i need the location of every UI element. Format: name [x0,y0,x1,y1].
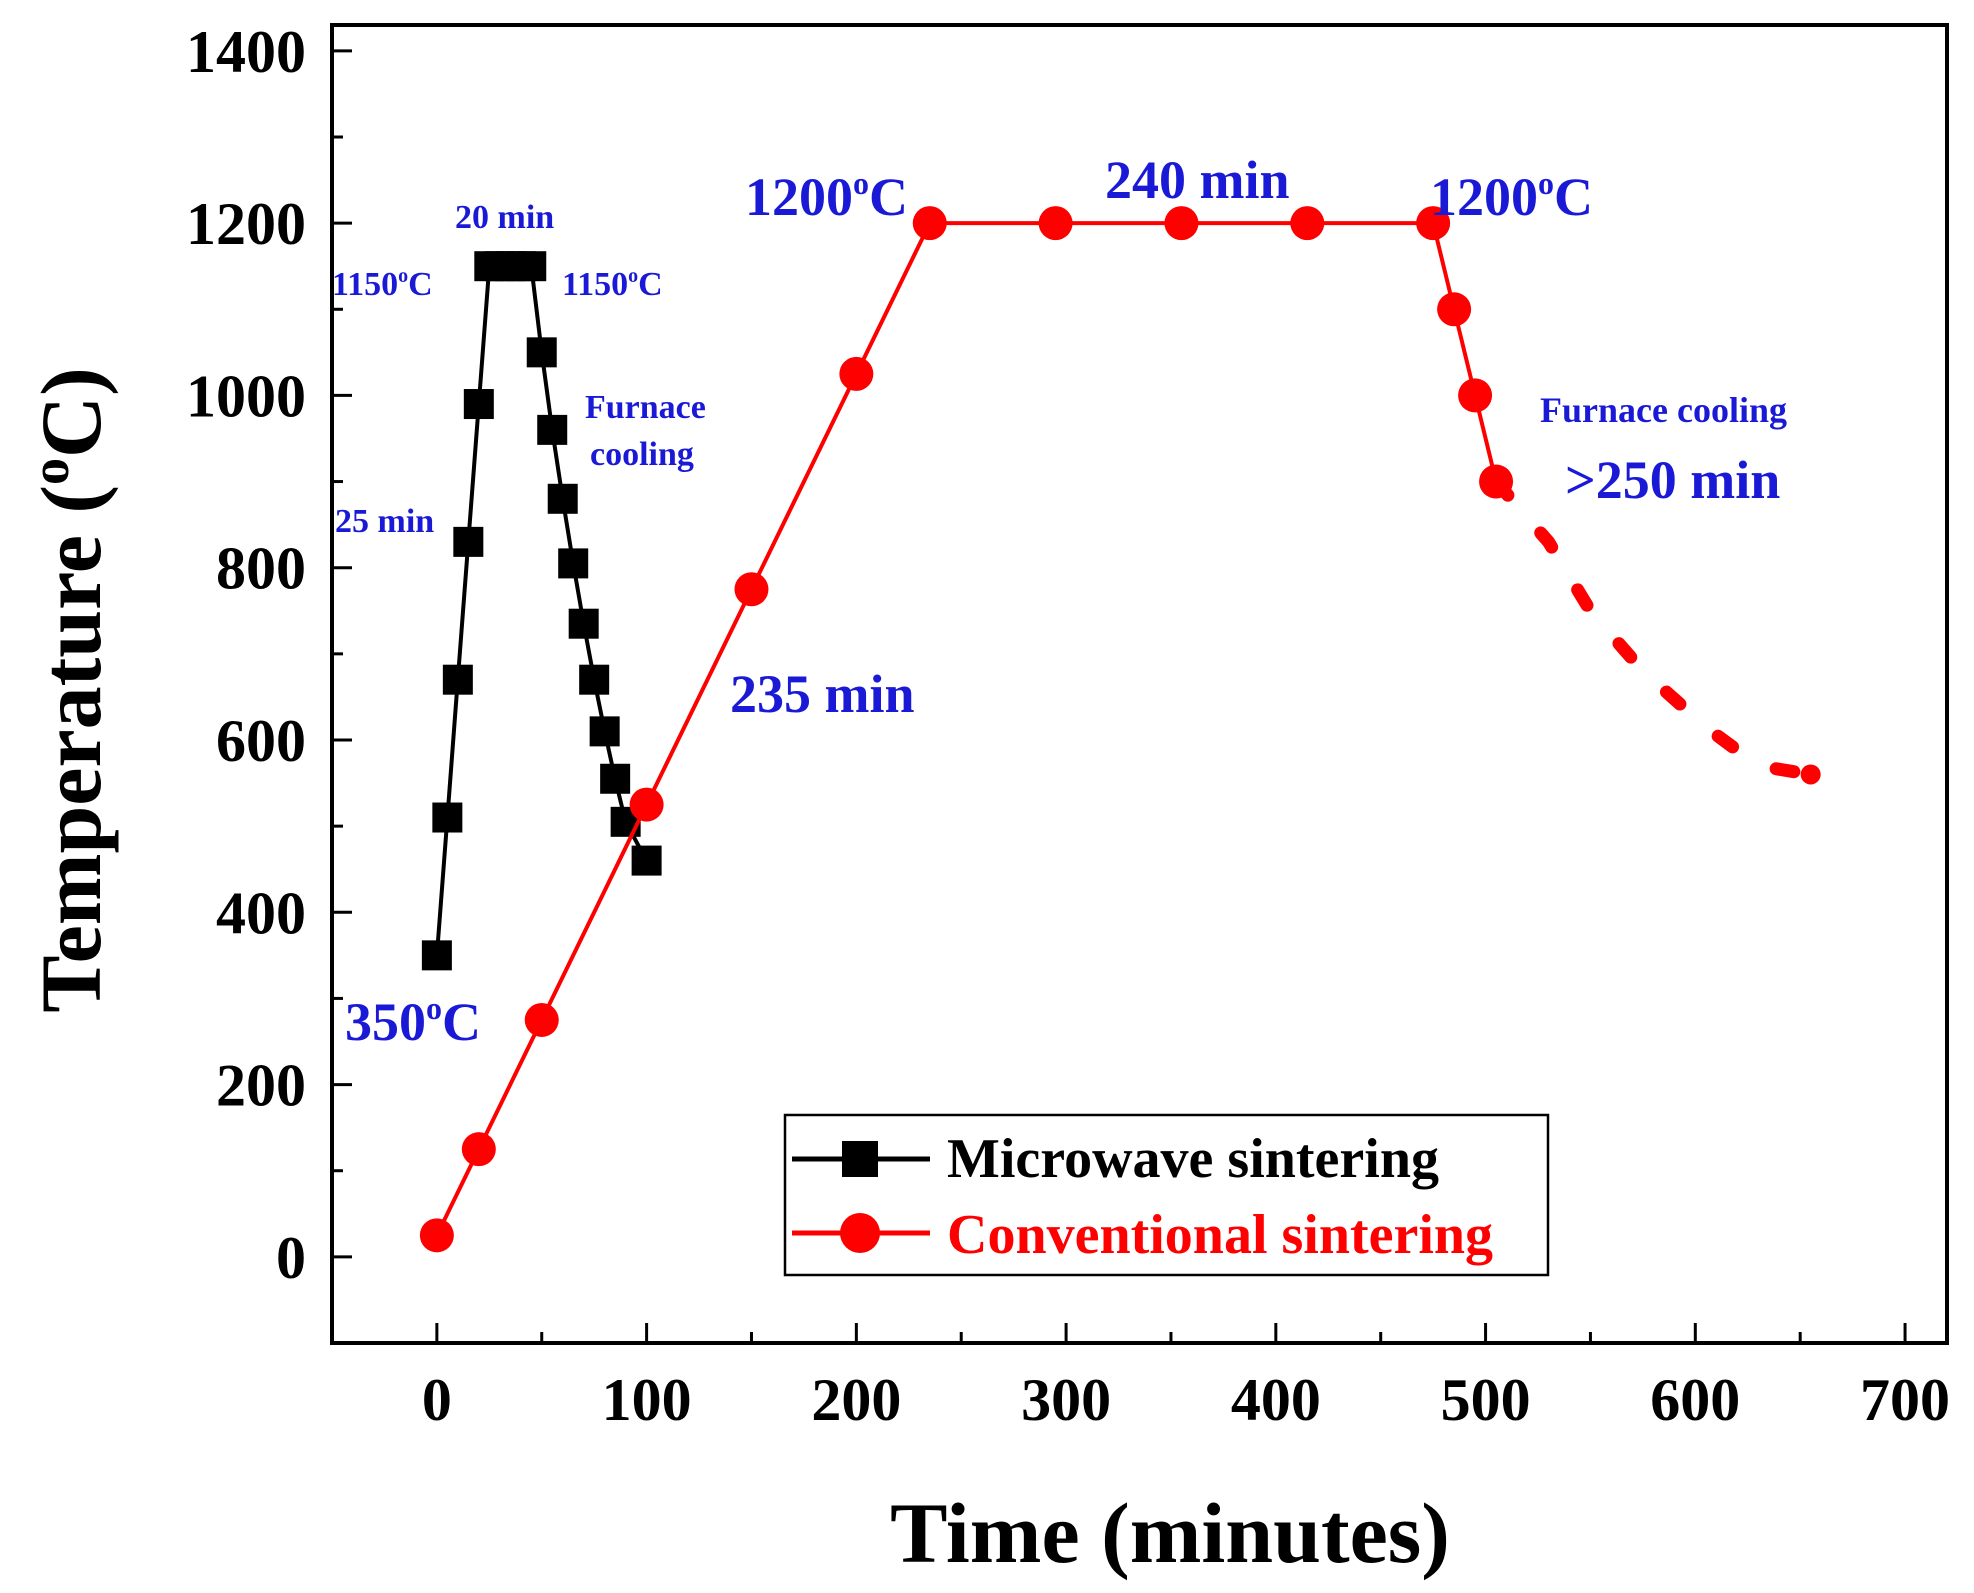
data-point-microwave [568,608,599,639]
x-tick-label: 500 [1441,1367,1531,1433]
x-tick-label: 0 [422,1367,452,1433]
data-point-microwave [526,337,557,368]
x-tick-label: 300 [1021,1367,1111,1433]
data-point-conventional [1437,292,1472,327]
plot-frame [330,23,1949,1345]
annotation-mw-peak-left: 1150oC [332,265,433,303]
x-tick-label: 200 [811,1367,901,1433]
annotation-mw-start: 350oC [345,990,481,1052]
x-tick-label: 100 [602,1367,692,1433]
legend-marker-microwave [842,1141,878,1177]
annotation-mw-ramp: 25 min [335,503,434,540]
data-point-conventional [1458,378,1493,413]
y-axis-title: Temperature (oC) [20,367,119,1013]
y-tick-label: 200 [216,1053,306,1119]
annotation-cs-cool-time: >250 min [1565,450,1780,510]
y-tick-label: 0 [276,1225,306,1291]
x-tick-label: 400 [1231,1367,1321,1433]
annotation-mw-cool-2: cooling [590,436,694,473]
annotation-cs-hold: 240 min [1105,150,1290,210]
legend[interactable]: Microwave sintering Conventional sinteri… [783,1113,1550,1277]
x-tick-label: 700 [1860,1367,1950,1433]
series-line-0 [434,264,649,956]
data-point-microwave [421,940,452,971]
annotation-mw-peak-right: 1150oC [562,265,663,303]
data-point-microwave [558,548,589,579]
data-point-microwave [537,414,568,445]
y-tick-label: 800 [216,536,306,602]
legend-label-conventional: Conventional sintering [947,1204,1493,1266]
y-tick-label: 1200 [186,191,306,257]
tail-end-point [1800,764,1821,785]
y-tick-label: 400 [216,880,306,946]
data-point-conventional [1479,464,1514,499]
data-point-microwave [453,526,484,557]
data-point-conventional [419,1218,454,1253]
data-point-microwave [516,251,547,282]
legend-label-microwave: Microwave sintering [947,1128,1439,1190]
y-tick-label: 1000 [186,363,306,429]
y-tick-label: 600 [216,708,306,774]
data-point-conventional [1290,206,1325,241]
data-point-microwave [463,389,494,420]
data-point-microwave [631,845,662,876]
y-tick-labels: 0 200 400 600 800 1000 1200 1400 [186,19,306,1291]
data-point-conventional [461,1132,496,1167]
data-point-microwave [442,664,473,695]
x-tick-labels: 0 100 200 300 400 500 600 700 [422,1367,1950,1433]
data-point-conventional [1164,206,1199,241]
annotation-cs-peak-right: 1200oC [1430,165,1593,227]
data-point-conventional [1416,206,1451,241]
annotation-cs-cool: Furnace cooling [1540,390,1787,430]
legend-marker-conventional [840,1213,880,1253]
data-point-microwave [432,802,463,833]
series-dotted-tail [1489,475,1818,781]
axis-ticks [332,49,1907,1343]
x-tick-label: 600 [1650,1367,1740,1433]
x-axis-title: Time (minutes) [890,1485,1450,1581]
data-point-conventional [524,1002,559,1037]
data-point-conventional [1038,206,1073,241]
annotation-cs-peak-left: 1200oC [745,165,908,227]
legend-box [783,1113,1550,1277]
data-point-microwave [589,716,620,747]
annotation-cs-ramp: 235 min [730,664,915,724]
data-point-conventional [629,787,664,822]
y-tick-label: 1400 [186,19,306,85]
data-point-conventional [912,206,947,241]
data-point-microwave [600,763,631,794]
annotation-mw-hold: 20 min [455,199,554,236]
data-point-microwave [579,664,610,695]
data-point-microwave [547,483,578,514]
data-point-conventional [839,356,874,391]
data-point-conventional [734,572,769,607]
annotation-mw-cool-1: Furnace [585,389,706,426]
series-layer [419,206,1821,1253]
